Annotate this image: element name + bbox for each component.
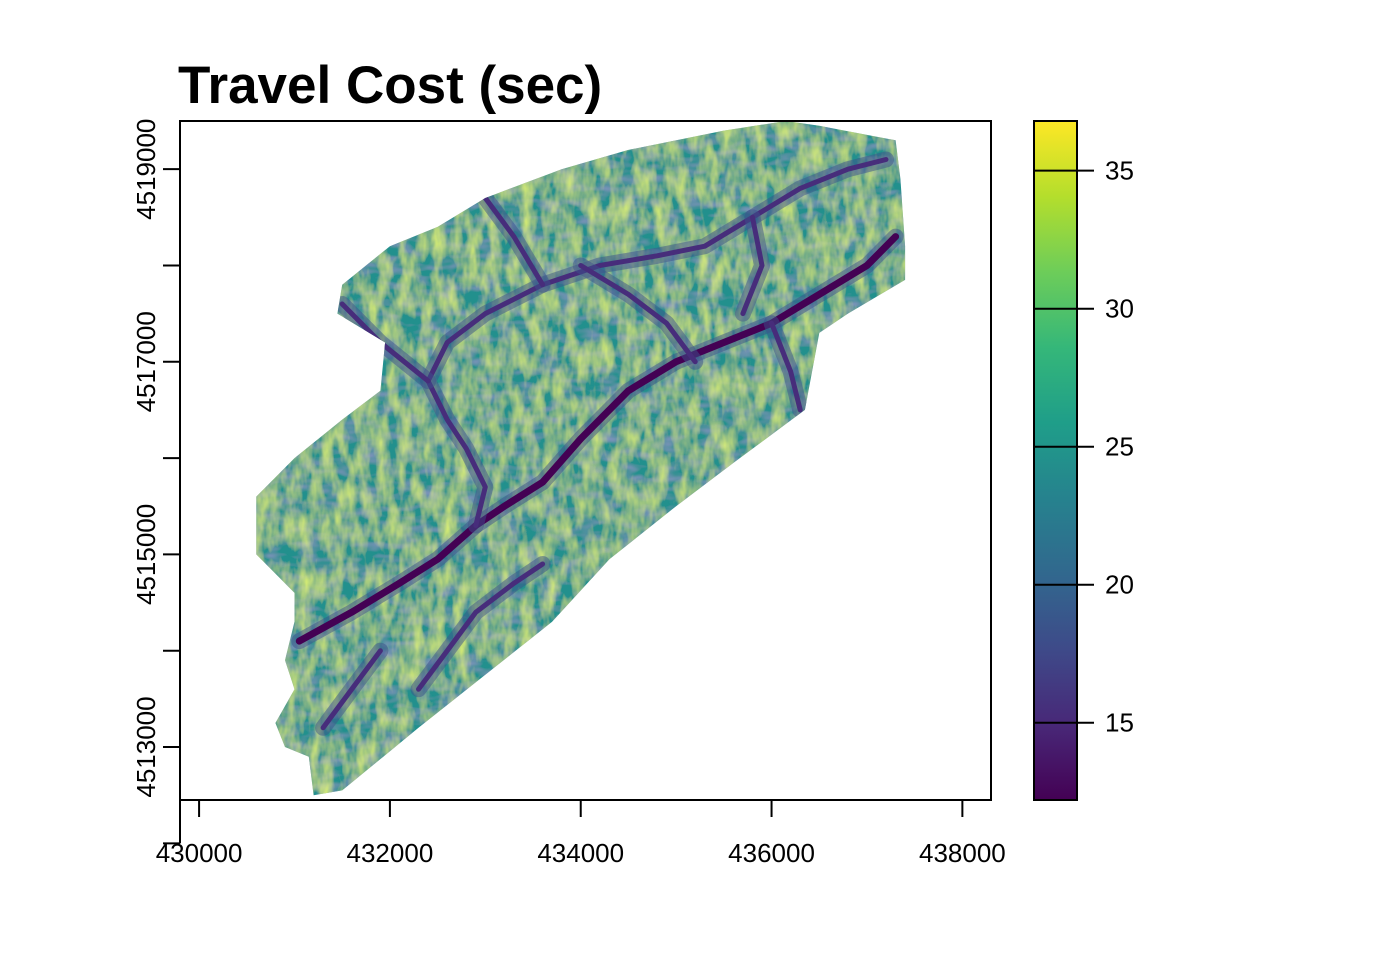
- channel-line: [482, 195, 546, 288]
- x-tick-label: 438000: [919, 838, 1006, 868]
- channel-line: [740, 214, 765, 317]
- channel-line: [769, 320, 803, 413]
- y-tick-label: 4513000: [131, 696, 161, 797]
- raster-layer: [256, 121, 906, 796]
- low-cost-channels: [291, 151, 904, 736]
- colorbar-ramp: [1034, 121, 1077, 800]
- x-tick-label: 432000: [347, 838, 434, 868]
- colorbar-tick-label: 25: [1105, 432, 1134, 462]
- colorbar-tick-label: 30: [1105, 294, 1134, 324]
- channel-line: [295, 233, 900, 645]
- x-tick-label: 434000: [537, 838, 624, 868]
- map-title: Travel Cost (sec): [178, 56, 602, 115]
- x-axis: 430000 432000 434000 436000 438000: [156, 799, 1006, 868]
- y-tick-label: 4517000: [131, 311, 161, 412]
- colorbar-ticks: 15 20 25 30 35: [1034, 156, 1134, 738]
- study-area-raster: [256, 121, 906, 796]
- channel-line: [416, 561, 546, 692]
- colorbar-frame: [1033, 120, 1078, 801]
- channel-line: [578, 263, 698, 365]
- colorbar-tick-label: 15: [1105, 708, 1134, 738]
- x-tick-label: 436000: [728, 838, 815, 868]
- colorbar-tick-label: 35: [1105, 156, 1134, 186]
- colorbar-tick-label: 20: [1105, 570, 1134, 600]
- y-tick-label: 4515000: [131, 504, 161, 605]
- colorbar: 15 20 25 30 35: [1033, 120, 1134, 801]
- y-tick-label: 4519000: [131, 119, 161, 220]
- channel-line: [320, 648, 383, 731]
- y-axis: 4513000 4515000 4517000 4519000: [131, 119, 181, 845]
